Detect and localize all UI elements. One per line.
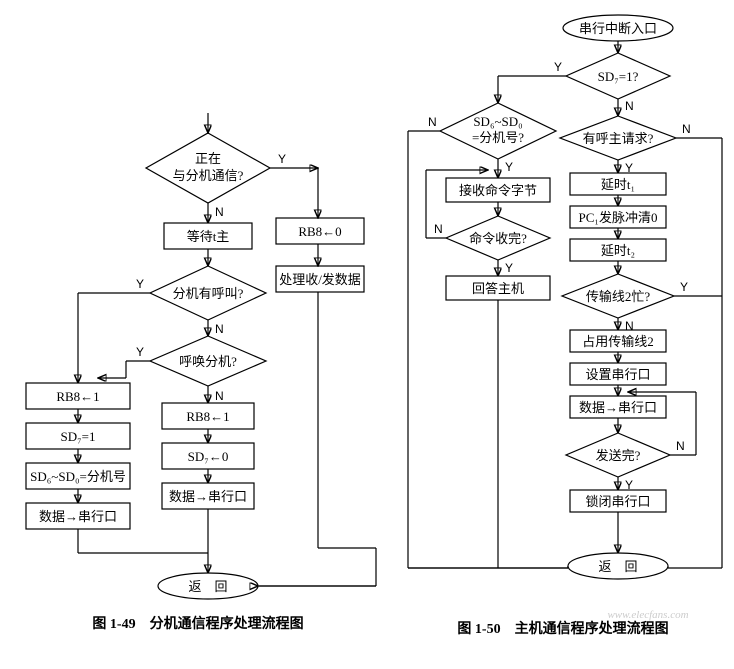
d3-n: N <box>215 389 224 403</box>
p-rb8-0: RB8←0 <box>298 224 341 239</box>
pA2: SD₇=1 <box>61 429 96 444</box>
p-handle: 处理收/发数据 <box>279 272 361 287</box>
r-d2a: SD₆~SD₀ <box>473 114 522 129</box>
r-d1: SD₇=1? <box>598 69 639 84</box>
r-p-t2: 延时t₂ <box>601 243 635 258</box>
d1-n: N <box>215 205 224 219</box>
r-d2b: =分机号? <box>472 130 524 145</box>
pA3: SD₆~SD₀=分机号 <box>30 469 126 484</box>
d1-y: Y <box>278 152 286 166</box>
r-d2-y: Y <box>505 160 513 174</box>
r-d5-y: Y <box>680 280 688 294</box>
right-start: 串行中断入口 <box>579 21 657 36</box>
flowchart-right: 串行中断入口 SD₇=1? Y N SD₆~SD₀ =分机号? N Y <box>388 8 734 648</box>
r-p-pc1: PC₁发脉冲清0 <box>579 210 658 225</box>
r-p-lock: 锁闭串行口 <box>585 494 650 509</box>
pA1: RB8←1 <box>56 389 99 404</box>
right-return: 返 回 <box>598 559 637 574</box>
r-d1-n: N <box>625 99 634 113</box>
r-p-set: 设置串行口 <box>585 367 650 382</box>
r-p-recv: 接收命令字节 <box>459 183 537 198</box>
d2-n: N <box>215 322 224 336</box>
r-d1-y: Y <box>554 60 562 74</box>
r-p-reply: 回答主机 <box>472 281 524 296</box>
left-caption: 图 1-49 分机通信程序处理流程图 <box>92 615 303 632</box>
r-d3-y: Y <box>505 261 513 275</box>
p-wait: 等待t主 <box>187 229 230 244</box>
left-return: 返 回 <box>188 579 227 594</box>
r-p-data: 数据→串行口 <box>579 400 657 415</box>
r-d3-n: N <box>434 222 443 236</box>
flowchart-left: 正在 与分机通信? Y RB8←0 处理收/发数据 N 等待t主 <box>8 8 388 648</box>
r-d6-n: N <box>676 439 685 453</box>
d2-y: Y <box>136 277 144 291</box>
r-d3: 命令收完? <box>469 231 527 246</box>
pB2: SD₇←0 <box>188 449 229 464</box>
r-d6: 发送完? <box>596 448 641 463</box>
d1-line1: 正在 <box>195 151 221 166</box>
r-p-occ: 占用传输线2 <box>582 334 654 349</box>
r-d2-n: N <box>428 115 437 129</box>
pB1: RB8←1 <box>186 409 229 424</box>
r-p-t1: 延时t₁ <box>601 177 635 192</box>
r-d5: 传输线2忙? <box>586 289 651 304</box>
d1-line2: 与分机通信? <box>173 168 244 183</box>
right-caption: 图 1-50 主机通信程序处理流程图 <box>457 620 668 637</box>
pB3: 数据→串行口 <box>169 489 247 504</box>
pA4: 数据→串行口 <box>39 509 117 524</box>
r-d4-n: N <box>682 122 691 136</box>
d2: 分机有呼叫? <box>173 286 244 301</box>
d3: 呼唤分机? <box>179 354 237 369</box>
d3-y: Y <box>136 345 144 359</box>
watermark: www.elecfans.com <box>607 609 688 621</box>
r-d4: 有呼主请求? <box>583 131 654 146</box>
